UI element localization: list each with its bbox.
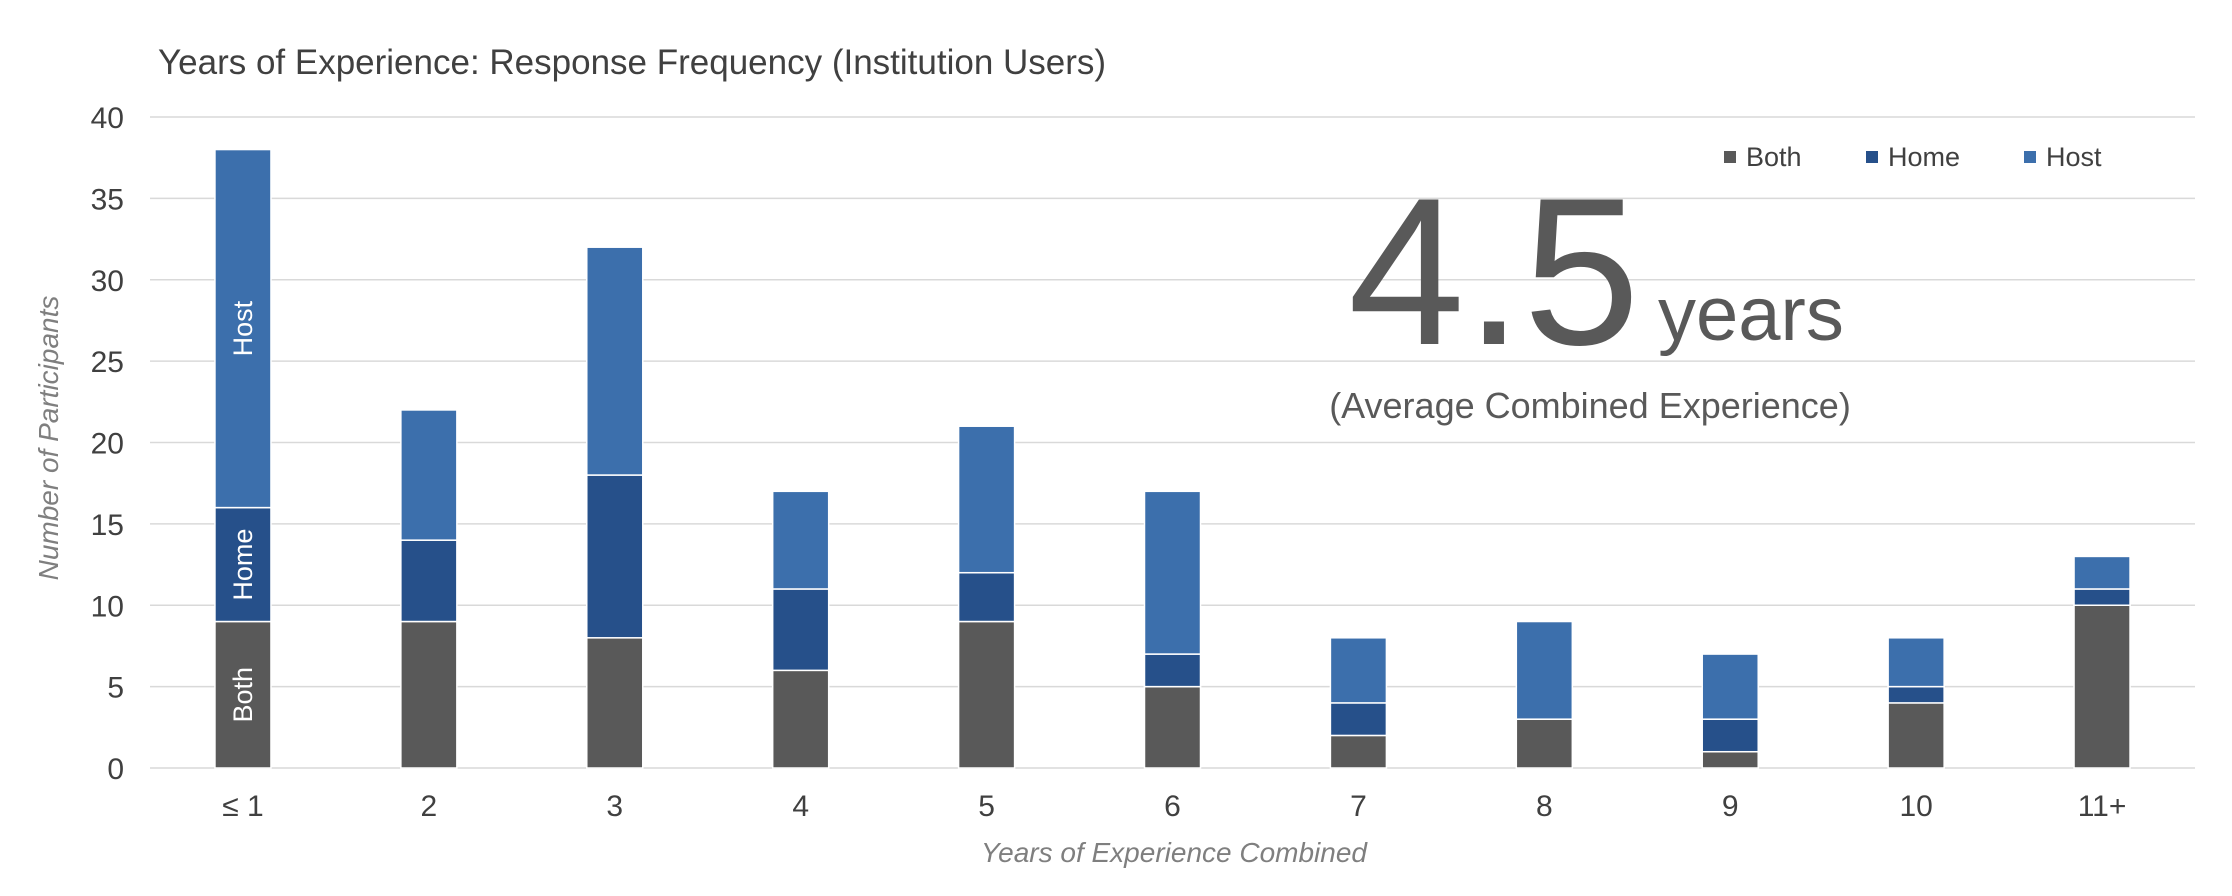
y-tick-labels: 0 5 10 15 20 25 30 35 40 xyxy=(91,102,124,786)
bar-segment-both xyxy=(1515,718,1574,769)
legend-swatch-both xyxy=(1724,151,1736,163)
x-tick-label: 8 xyxy=(1536,790,1553,823)
bar-segment-both xyxy=(1143,685,1202,769)
y-tick-label: 20 xyxy=(91,428,124,461)
segment-label-home: Home xyxy=(228,529,258,601)
average-caption: (Average Combined Experience) xyxy=(1329,385,1851,426)
x-axis-label: Years of Experience Combined xyxy=(981,837,1368,868)
bar-segment-host xyxy=(214,148,272,509)
x-tick-label: 11+ xyxy=(2078,790,2127,823)
bar-segment-home xyxy=(214,506,272,623)
chart-title: Years of Experience: Response Frequency … xyxy=(158,43,1106,82)
average-unit: years xyxy=(1658,272,1844,357)
legend-swatch-home xyxy=(1866,151,1878,163)
bar-segment-both xyxy=(400,620,458,769)
y-tick-label: 30 xyxy=(91,265,124,298)
x-tick-label: ≤ 1 xyxy=(222,790,263,823)
bars xyxy=(214,148,2131,769)
y-tick-label: 15 xyxy=(91,509,124,542)
bar-segment-home xyxy=(1887,685,1945,704)
bar-segment-host xyxy=(1329,637,1388,704)
segment-label-both: Both xyxy=(228,667,258,723)
bar-segment-host xyxy=(2073,555,2131,590)
bar-segment-both xyxy=(771,669,830,769)
bar-segment-host xyxy=(1887,637,1945,688)
y-tick-label: 0 xyxy=(107,753,124,786)
bar-segment-both xyxy=(1329,734,1388,769)
x-tick-label: 6 xyxy=(1164,790,1181,823)
y-tick-label: 40 xyxy=(91,102,124,135)
bar-segment-both xyxy=(2073,604,2131,769)
x-tick-labels: ≤ 1 2 3 4 5 6 7 8 9 10 11+ xyxy=(222,790,2126,823)
x-tick-label: 4 xyxy=(792,790,809,823)
bar-segment-home xyxy=(400,539,458,623)
bar-segment-both xyxy=(586,637,644,769)
legend-swatch-host xyxy=(2024,151,2036,163)
bar-segment-home xyxy=(1329,702,1388,737)
legend-label-host: Host xyxy=(2046,142,2102,172)
x-tick-label: 3 xyxy=(606,790,623,823)
y-axis-label: Number of Participants xyxy=(33,296,64,581)
bar-segment-host xyxy=(957,425,1016,574)
bar-segment-host xyxy=(1515,620,1574,720)
x-tick-label: 9 xyxy=(1722,790,1739,823)
bar-segment-home xyxy=(771,588,830,672)
bar-segment-host xyxy=(400,409,458,541)
bar-segment-home xyxy=(1701,718,1759,753)
y-tick-label: 10 xyxy=(91,590,124,623)
y-tick-label: 5 xyxy=(107,672,124,705)
bar-segment-home xyxy=(586,474,644,639)
bar-segment-home xyxy=(2073,588,2131,606)
average-value: 4.5 xyxy=(1348,154,1640,389)
y-tick-label: 35 xyxy=(91,183,124,216)
segment-label-host: Host xyxy=(228,300,258,356)
y-tick-label: 25 xyxy=(91,346,124,379)
x-tick-label: 10 xyxy=(1899,790,1932,823)
x-tick-label: 7 xyxy=(1350,790,1367,823)
legend: Both Home Host xyxy=(1724,142,2102,172)
x-tick-label: 5 xyxy=(978,790,995,823)
bar-segment-both xyxy=(957,620,1016,769)
legend-label-both: Both xyxy=(1746,142,1802,172)
x-tick-label: 2 xyxy=(421,790,438,823)
gridlines xyxy=(150,116,2195,769)
bar-segment-both xyxy=(1887,702,1945,769)
bar-segment-both xyxy=(214,620,272,769)
legend-label-home: Home xyxy=(1888,142,1960,172)
bar-segment-home xyxy=(957,571,1016,623)
bar-segment-host xyxy=(586,246,644,476)
bar-segment-host xyxy=(771,490,830,590)
segment-labels: Both Home Host xyxy=(228,300,258,722)
bar-segment-home xyxy=(1143,653,1202,688)
bar-segment-both xyxy=(1701,750,1759,769)
bar-segment-host xyxy=(1701,653,1759,720)
bar-segment-host xyxy=(1143,490,1202,655)
